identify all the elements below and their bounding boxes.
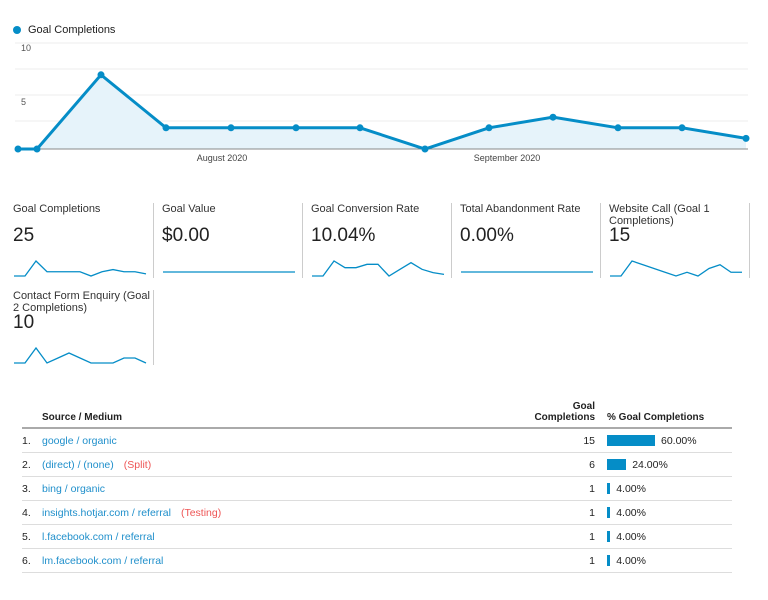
metric-tile[interactable]: Contact Form Enquiry (Goal 2 Completions… [13,290,154,365]
share-bar [607,555,611,567]
source-link[interactable]: insights.hotjar.com / referral [42,506,171,519]
area-fill [18,74,746,149]
metric-tile[interactable]: Goal Completions 25 [13,203,154,278]
sparkline [14,260,147,277]
sparkline [461,271,593,273]
pct-cell: 24.00% [632,458,668,471]
goal-completions-cell: 15 [534,428,603,453]
share-bar [607,459,627,471]
x-tick-label: September 2020 [474,153,541,163]
share-bar [607,531,611,543]
table-row: 3. bing / organic 1 4.00% [22,476,732,501]
data-point[interactable] [162,124,170,132]
data-point[interactable] [292,124,300,132]
goal-completions-cell: 1 [534,476,603,501]
sparkline [163,271,295,273]
metric-value: 0.00% [460,225,514,246]
data-point[interactable] [97,71,105,79]
metric-tile[interactable]: Total Abandonment Rate 0.00% [460,203,601,278]
data-point[interactable] [356,124,364,132]
sparkline [312,260,445,277]
metric-value: 25 [13,225,35,246]
sparkline-line [610,260,742,277]
metric-label: Goal Conversion Rate [311,203,420,215]
source-tag: (Testing) [180,506,222,519]
metric-value: 15 [609,225,631,246]
header-source-medium[interactable]: Source / Medium [42,397,535,429]
x-tick-label: August 2020 [197,153,248,163]
pct-cell: 4.00% [616,530,646,543]
data-point[interactable] [421,145,429,153]
pct-cell: 4.00% [616,506,646,519]
table-row: 1. google / organic 15 60.00% [22,428,732,453]
row-number: 5. [22,524,42,549]
metric-value: 10.04% [311,225,376,246]
goal-completions-chart: 10 5 August 2020 September 2020 [14,42,750,163]
data-point[interactable] [14,145,22,153]
chart-legend: Goal Completions [13,24,115,36]
pct-cell: 60.00% [661,434,697,447]
source-link[interactable]: bing / organic [42,482,106,495]
sparkline-line [14,260,147,277]
data-point[interactable] [33,145,41,153]
legend-label: Goal Completions [28,24,116,36]
source-medium-table: Source / Medium Goal Completions % Goal … [22,397,732,573]
data-point[interactable] [227,124,235,132]
row-number: 4. [22,500,42,525]
metric-tile[interactable]: Website Call (Goal 1 Completions) 15 [609,203,750,278]
row-number: 2. [22,452,42,477]
goal-completions-cell: 1 [534,548,603,573]
y-tick-label: 5 [21,97,26,107]
goal-completions-cell: 6 [534,452,603,477]
table-row: 2. (direct) / (none) (Split) 6 24.00% [22,452,732,477]
data-point[interactable] [614,124,622,132]
table-row: 4. insights.hotjar.com / referral (Testin… [22,500,732,525]
row-number: 3. [22,476,42,501]
pct-cell: 4.00% [616,554,646,567]
metric-label: Goal Value [162,203,216,215]
sparkline [610,260,742,277]
metric-value: 10 [13,312,35,333]
data-point[interactable] [678,124,686,132]
source-link[interactable]: lm.facebook.com / referral [42,554,164,567]
goal-completions-cell: 1 [534,500,603,525]
metric-value: $0.00 [162,225,210,246]
row-number: 6. [22,548,42,573]
metric-label: Total Abandonment Rate [460,203,581,215]
header-goal-completions[interactable]: Goal Completions [534,397,603,429]
header-pct-goal-completions[interactable]: % Goal Completions [603,397,732,429]
sparkline-line [312,260,445,277]
pct-cell: 4.00% [616,482,646,495]
metric-tile[interactable]: Goal Value $0.00 [162,203,303,278]
legend-dot-icon [13,26,21,34]
data-point[interactable] [549,113,557,121]
metric-tile[interactable]: Goal Conversion Rate 10.04% [311,203,452,278]
y-tick-label: 10 [21,43,31,53]
share-bar [607,435,655,447]
sparkline [14,346,147,364]
table-row: 6. lm.facebook.com / referral 1 4.00% [22,548,732,573]
source-link[interactable]: google / organic [42,434,117,447]
metric-label: Contact Form Enquiry (Goal 2 Completions… [13,290,150,314]
source-link[interactable]: (direct) / (none) [42,458,114,471]
metric-label: Website Call (Goal 1 Completions) [609,203,710,227]
goal-completions-cell: 1 [534,524,603,549]
data-point[interactable] [485,124,493,132]
source-tag: (Split) [123,458,152,471]
row-number: 1. [22,428,42,453]
metric-label: Goal Completions [13,203,101,215]
share-bar [607,483,611,495]
sparkline-line [14,346,147,364]
table-row: 5. l.facebook.com / referral 1 4.00% [22,524,732,549]
source-link[interactable]: l.facebook.com / referral [42,530,155,543]
share-bar [607,507,611,519]
data-point[interactable] [742,134,750,142]
